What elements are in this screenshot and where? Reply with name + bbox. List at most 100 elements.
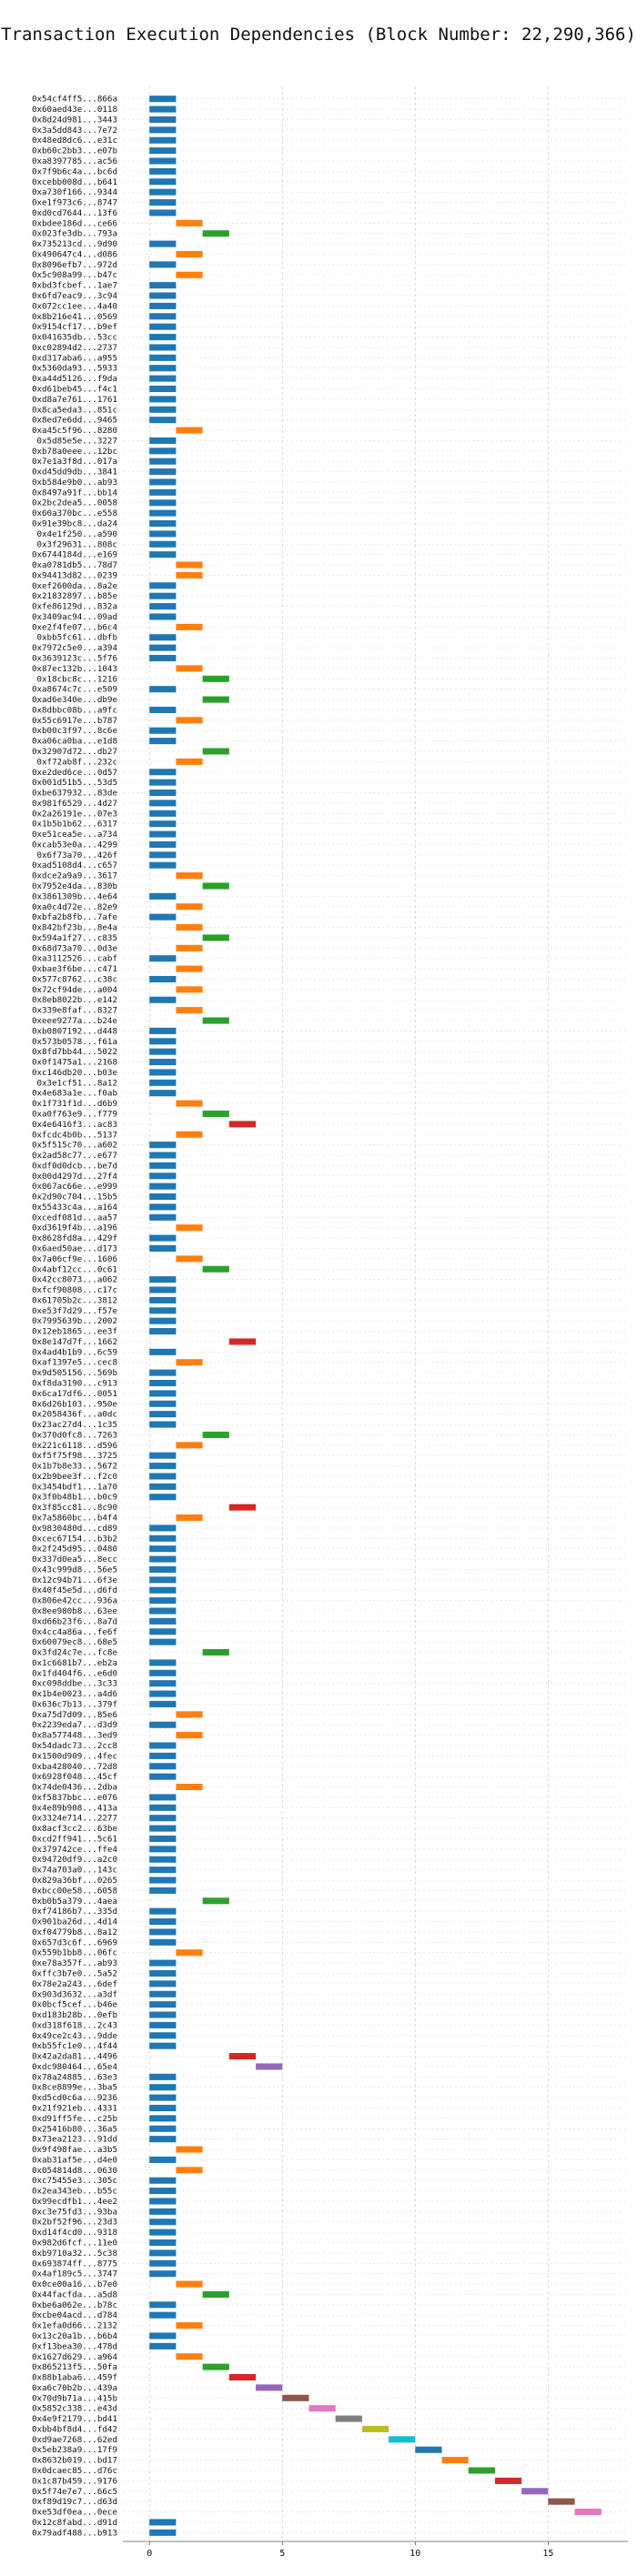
tx-label: 0x99ecdfb1...4ee2 bbox=[32, 2197, 117, 2207]
tx-bar bbox=[149, 789, 177, 797]
tx-bar bbox=[149, 1193, 177, 1201]
tx-bar bbox=[149, 2021, 177, 2028]
tx-bar bbox=[149, 2104, 177, 2112]
tx-label: 0xa45c5f96...8280 bbox=[32, 426, 117, 436]
tx-bar bbox=[149, 1969, 177, 1977]
tx-label: 0x79adf488...b913 bbox=[32, 2528, 117, 2538]
tx-label-layer: 0x54cf4ff5...866a0x60aed43e...01180x8d24… bbox=[32, 95, 118, 2539]
tx-bar bbox=[149, 2249, 177, 2257]
tx-label: 0xbdee186d...ce66 bbox=[32, 218, 117, 228]
bar-layer bbox=[149, 96, 602, 2536]
tx-bar bbox=[176, 1514, 203, 1522]
tx-label: 0x72cf94de...a004 bbox=[32, 985, 118, 995]
tx-label: 0x9830480d...cd89 bbox=[32, 1524, 117, 1534]
tx-label: 0xbd3fcbef...1ae7 bbox=[32, 281, 117, 291]
tx-bar bbox=[149, 2084, 177, 2091]
tx-bar bbox=[149, 1555, 177, 1563]
tx-bar bbox=[149, 820, 177, 828]
tx-label: 0x001d51b5...53d5 bbox=[32, 778, 117, 788]
tx-bar bbox=[149, 840, 177, 848]
tx-label: 0x12c8fabd...d91d bbox=[32, 2518, 117, 2528]
tx-label: 0xc146db20...b03e bbox=[32, 1068, 117, 1078]
tx-label: 0xc75455e3...305c bbox=[32, 2176, 117, 2186]
tx-bar bbox=[149, 1286, 177, 1293]
tx-bar bbox=[149, 1203, 177, 1211]
tx-bar bbox=[149, 334, 177, 341]
tx-label: 0xd14f4cd0...9318 bbox=[32, 2228, 117, 2238]
tx-bar bbox=[149, 1545, 177, 1553]
tx-label: 0x4e683a1e...f0ab bbox=[32, 1089, 117, 1099]
tx-bar bbox=[149, 2208, 177, 2215]
tx-bar bbox=[548, 2498, 575, 2505]
tx-bar bbox=[149, 1928, 177, 1936]
tx-bar bbox=[149, 2311, 177, 2319]
tx-bar bbox=[149, 1452, 177, 1459]
tx-bar bbox=[149, 1483, 177, 1490]
tx-label: 0xc3e75fd3...93ba bbox=[32, 2207, 117, 2217]
tx-label: 0xb55fc1e0...4f44 bbox=[32, 2041, 118, 2051]
tx-bar bbox=[149, 996, 177, 1003]
tx-label: 0xf89d19c7...d63d bbox=[32, 2497, 117, 2507]
tx-label: 0xdc980464...65e4 bbox=[32, 2062, 118, 2072]
tx-bar bbox=[149, 488, 177, 496]
tx-bar bbox=[176, 561, 203, 569]
tx-label: 0x40f45e5d...d6fd bbox=[32, 1585, 117, 1595]
tx-label: 0x4ad4b1b9...6c59 bbox=[32, 1347, 117, 1357]
tx-label: 0xfcdc4b0b...5137 bbox=[32, 1130, 117, 1140]
tx-bar bbox=[202, 2363, 229, 2370]
tx-bar bbox=[202, 1649, 229, 1656]
tx-label: 0x1fd404f6...e6d0 bbox=[32, 1668, 117, 1678]
tx-label: 0x2058436f...a0dc bbox=[32, 1410, 117, 1420]
tx-bar bbox=[149, 2519, 177, 2526]
tx-label: 0xa44d5126...f9da bbox=[32, 374, 117, 384]
tx-bar bbox=[256, 2063, 283, 2070]
tx-label: 0xaf1397e5...cec8 bbox=[32, 1358, 117, 1368]
tx-label: 0x1500d909...4fec bbox=[32, 1751, 117, 1761]
tx-bar bbox=[149, 1680, 177, 1687]
tx-bar bbox=[149, 2270, 177, 2278]
tx-bar bbox=[149, 1027, 177, 1034]
tx-label: 0x735213cd...9d90 bbox=[32, 239, 117, 249]
tx-label: 0x2a26191e...07e3 bbox=[32, 809, 117, 819]
tx-bar bbox=[176, 1224, 203, 1232]
tx-label: 0xa0781db5...78d7 bbox=[32, 560, 117, 570]
tx-label: 0x0f1475a1...2168 bbox=[32, 1058, 117, 1068]
tx-label: 0xe2ded6ce...0d57 bbox=[32, 768, 117, 778]
tx-bar bbox=[149, 1317, 177, 1324]
tx-label: 0x9154cf17...b9ef bbox=[32, 322, 117, 332]
tx-label: 0xdce2a9a9...3617 bbox=[32, 871, 117, 881]
tx-label: 0x70d9b71a...415b bbox=[32, 2393, 117, 2403]
tx-label: 0x2bc2dea5...0058 bbox=[32, 498, 117, 508]
tx-bar bbox=[149, 302, 177, 309]
tx-label: 0x8ed7e6dd...9465 bbox=[32, 416, 117, 426]
tx-label: 0x370d0fc8...7263 bbox=[32, 1430, 117, 1440]
tx-label: 0x0bcf5cef...b46e bbox=[32, 2000, 117, 2010]
tx-label: 0xcebb008d...b641 bbox=[32, 177, 117, 187]
tx-label: 0xba428040...72d8 bbox=[32, 1762, 117, 1772]
tx-bar bbox=[149, 1990, 177, 1997]
tx-bar bbox=[149, 892, 177, 900]
tx-label: 0x1b5b1b62...6317 bbox=[32, 820, 117, 830]
tx-bar bbox=[149, 1959, 177, 1967]
tx-label: 0x829a36bf...0265 bbox=[32, 1876, 117, 1886]
tx-bar bbox=[202, 1017, 229, 1024]
tx-bar bbox=[574, 2509, 602, 2516]
tx-bar bbox=[202, 882, 229, 890]
tx-bar bbox=[176, 1784, 203, 1791]
tx-bar bbox=[149, 1328, 177, 1335]
tx-label: 0xd8a7e761...1761 bbox=[32, 395, 117, 405]
tx-label: 0x44facfda...a5d8 bbox=[32, 2289, 117, 2299]
tx-bar bbox=[176, 2146, 203, 2153]
tx-label: 0x3639123c...5f76 bbox=[32, 654, 117, 664]
tx-bar bbox=[149, 178, 177, 186]
tx-label: 0x4e1f250...a590 bbox=[36, 529, 117, 539]
tx-bar bbox=[149, 540, 177, 548]
tx-bar bbox=[149, 1463, 177, 1470]
tx-bar bbox=[149, 1473, 177, 1480]
tx-bar bbox=[149, 1079, 177, 1086]
tx-label: 0x3f29631...808c bbox=[36, 539, 117, 549]
tx-label: 0xcbe04acd...d784 bbox=[32, 2310, 118, 2320]
tx-label: 0x73ea2123...91dd bbox=[32, 2135, 117, 2145]
tx-label: 0xa8674c7c...e509 bbox=[32, 685, 117, 695]
tx-label: 0xd5cd0c6a...9236 bbox=[32, 2093, 117, 2103]
